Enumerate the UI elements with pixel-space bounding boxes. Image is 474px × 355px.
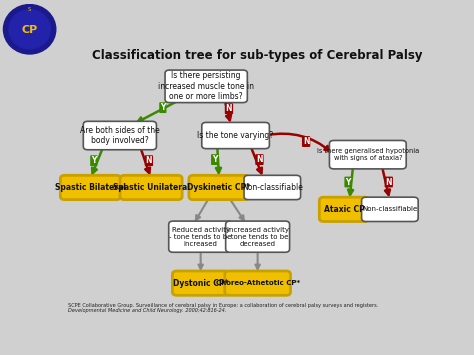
Circle shape — [9, 10, 50, 49]
Text: Dystonic CP*: Dystonic CP* — [173, 279, 228, 288]
FancyBboxPatch shape — [165, 70, 247, 103]
Circle shape — [3, 5, 56, 54]
Text: Developmental Medicine and Child Neurology. 2000;42:816-24.: Developmental Medicine and Child Neurolo… — [68, 308, 227, 313]
FancyBboxPatch shape — [225, 271, 291, 295]
Text: N: N — [256, 155, 263, 164]
FancyBboxPatch shape — [169, 221, 233, 252]
Text: Ataxic CP: Ataxic CP — [324, 205, 365, 214]
Text: CP: CP — [21, 25, 38, 35]
Text: Classification tree for sub-types of Cerebral Palsy: Classification tree for sub-types of Cer… — [92, 49, 423, 62]
Text: N: N — [303, 137, 310, 146]
Text: SCPE Collaborative Group. Surveillance of cerebral palsy in Europe: a collaborat: SCPE Collaborative Group. Surveillance o… — [68, 303, 379, 308]
Text: S: S — [28, 7, 31, 12]
FancyBboxPatch shape — [319, 197, 369, 222]
Text: Reduced activity
- tone tends to be
increased: Reduced activity - tone tends to be incr… — [170, 227, 232, 247]
FancyBboxPatch shape — [189, 175, 249, 200]
FancyBboxPatch shape — [83, 121, 156, 150]
Text: Non-classifiable: Non-classifiable — [242, 183, 303, 192]
Text: N: N — [146, 156, 152, 165]
FancyBboxPatch shape — [60, 175, 120, 200]
Text: Is there generalised hypotonia
with signs of ataxia?: Is there generalised hypotonia with sign… — [317, 148, 419, 161]
Text: Spastic Bilateral: Spastic Bilateral — [55, 183, 126, 192]
Text: Choreo-Athetotic CP*: Choreo-Athetotic CP* — [216, 280, 300, 286]
FancyBboxPatch shape — [120, 175, 182, 200]
Text: Y: Y — [160, 103, 165, 112]
FancyBboxPatch shape — [362, 197, 418, 222]
FancyBboxPatch shape — [173, 271, 229, 295]
Text: N: N — [226, 104, 232, 113]
Text: Y: Y — [345, 178, 351, 186]
FancyBboxPatch shape — [244, 175, 301, 200]
Text: Y: Y — [91, 156, 97, 165]
Text: N: N — [385, 178, 392, 186]
FancyBboxPatch shape — [202, 122, 269, 149]
Text: Non-classifiable: Non-classifiable — [362, 206, 418, 212]
FancyBboxPatch shape — [329, 141, 406, 169]
Text: Are both sides of the
body involved?: Are both sides of the body involved? — [80, 126, 160, 145]
Text: Y: Y — [212, 155, 217, 164]
Text: Dyskinetic CP*: Dyskinetic CP* — [188, 183, 251, 192]
Text: Is there persisting
increased muscle tone in
one or more limbs?: Is there persisting increased muscle ton… — [158, 71, 254, 101]
Text: Is the tone varying?: Is the tone varying? — [198, 131, 273, 140]
FancyBboxPatch shape — [226, 221, 290, 252]
Text: Spastic Unilateral: Spastic Unilateral — [113, 183, 190, 192]
Text: Increased activity
- tone tends to be
decreased: Increased activity - tone tends to be de… — [227, 227, 289, 247]
